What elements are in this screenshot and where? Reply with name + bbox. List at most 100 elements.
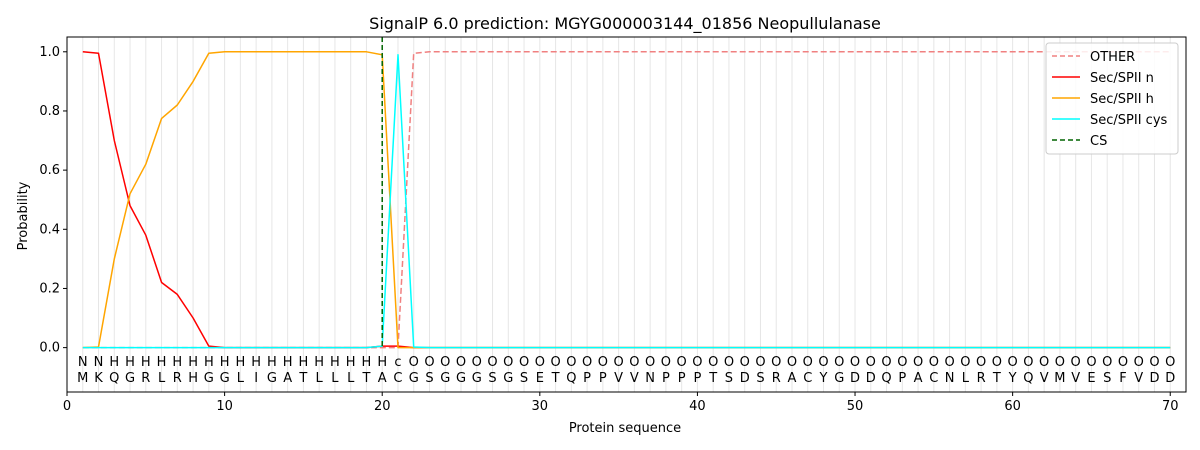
y-tick-label: 0.6 bbox=[39, 163, 60, 178]
region-label: O bbox=[582, 355, 592, 370]
residue-label: D bbox=[1165, 371, 1175, 386]
region-label: O bbox=[929, 355, 939, 370]
region-label: O bbox=[708, 355, 718, 370]
legend-box bbox=[1045, 42, 1179, 155]
region-label: O bbox=[550, 355, 560, 370]
region-label: O bbox=[677, 355, 687, 370]
series-layer bbox=[82, 37, 1171, 349]
region-label: O bbox=[661, 355, 671, 370]
region-label: H bbox=[330, 355, 340, 370]
region-label: O bbox=[614, 355, 624, 370]
residue-label: N bbox=[945, 371, 955, 386]
region-label: O bbox=[944, 355, 954, 370]
residue-label: C bbox=[393, 371, 402, 386]
region-label: H bbox=[235, 355, 245, 370]
residue-label: P bbox=[678, 371, 686, 386]
region-label: O bbox=[487, 355, 497, 370]
sequence-layer: NMNKHQHGHRHLHRHHHGHGHLHIHGHAHTHLHLHLHTHA… bbox=[77, 355, 1175, 386]
region-label: O bbox=[440, 355, 450, 370]
x-tick-label: 10 bbox=[216, 399, 233, 414]
residue-label: T bbox=[992, 371, 1001, 386]
region-label: O bbox=[881, 355, 891, 370]
residue-label: P bbox=[599, 371, 607, 386]
region-label: O bbox=[1008, 355, 1018, 370]
residue-label: C bbox=[803, 371, 812, 386]
residue-label: V bbox=[1134, 371, 1143, 386]
residue-label: D bbox=[866, 371, 876, 386]
region-label: O bbox=[1055, 355, 1065, 370]
residue-label: Q bbox=[109, 371, 119, 386]
region-label: H bbox=[109, 355, 119, 370]
residue-label: D bbox=[740, 371, 750, 386]
residue-label: G bbox=[125, 371, 135, 386]
residue-label: I bbox=[254, 371, 258, 386]
region-label: N bbox=[94, 355, 104, 370]
residue-label: T bbox=[708, 371, 717, 386]
region-label: O bbox=[629, 355, 639, 370]
region-label: O bbox=[976, 355, 986, 370]
region-label: N bbox=[78, 355, 88, 370]
y-tick-label: 0.4 bbox=[39, 222, 60, 237]
region-label: H bbox=[157, 355, 167, 370]
region-label: H bbox=[251, 355, 261, 370]
region-label: O bbox=[1023, 355, 1033, 370]
residue-label: D bbox=[1149, 371, 1159, 386]
residue-label: V bbox=[1071, 371, 1080, 386]
residue-label: Y bbox=[1008, 371, 1017, 386]
residue-label: D bbox=[850, 371, 860, 386]
residue-label: Q bbox=[1023, 371, 1033, 386]
residue-label: Y bbox=[819, 371, 828, 386]
residue-label: R bbox=[141, 371, 150, 386]
region-label: O bbox=[424, 355, 434, 370]
legend-label: Sec/SPII h bbox=[1090, 92, 1154, 107]
residue-label: V bbox=[1040, 371, 1049, 386]
residue-label: E bbox=[536, 371, 544, 386]
region-label: O bbox=[724, 355, 734, 370]
residue-label: G bbox=[503, 371, 513, 386]
region-label: O bbox=[566, 355, 576, 370]
region-label: O bbox=[692, 355, 702, 370]
region-label: O bbox=[850, 355, 860, 370]
region-label: O bbox=[1071, 355, 1081, 370]
residue-label: S bbox=[520, 371, 528, 386]
residue-label: P bbox=[694, 371, 702, 386]
residue-label: R bbox=[772, 371, 781, 386]
region-label: H bbox=[220, 355, 230, 370]
region-label: H bbox=[204, 355, 214, 370]
legend-label: OTHER bbox=[1090, 50, 1135, 65]
residue-label: A bbox=[914, 371, 923, 386]
residue-label: R bbox=[173, 371, 182, 386]
region-label: O bbox=[913, 355, 923, 370]
residue-label: E bbox=[1087, 371, 1095, 386]
residue-label: A bbox=[788, 371, 797, 386]
residue-label: V bbox=[614, 371, 623, 386]
residue-label: S bbox=[425, 371, 433, 386]
region-label: H bbox=[141, 355, 151, 370]
region-label: O bbox=[598, 355, 608, 370]
y-axis-label: Probability bbox=[16, 181, 31, 250]
residue-label: L bbox=[347, 371, 355, 386]
region-label: O bbox=[992, 355, 1002, 370]
region-label: H bbox=[283, 355, 293, 370]
residue-label: T bbox=[551, 371, 560, 386]
region-label: O bbox=[1165, 355, 1175, 370]
residue-label: L bbox=[316, 371, 324, 386]
series-line-other bbox=[82, 51, 1171, 349]
residue-label: G bbox=[267, 371, 277, 386]
residue-label: G bbox=[220, 371, 230, 386]
y-tick-label: 0.8 bbox=[39, 104, 60, 119]
residue-label: G bbox=[204, 371, 214, 386]
region-label: O bbox=[1149, 355, 1159, 370]
residue-label: G bbox=[409, 371, 419, 386]
region-label: O bbox=[740, 355, 750, 370]
region-label: O bbox=[834, 355, 844, 370]
region-label: O bbox=[803, 355, 813, 370]
residue-label: G bbox=[456, 371, 466, 386]
axes-frame bbox=[66, 36, 1187, 393]
region-label: H bbox=[346, 355, 356, 370]
residue-label: G bbox=[834, 371, 844, 386]
grid-lines bbox=[82, 37, 1171, 392]
residue-label: G bbox=[440, 371, 450, 386]
residue-label: T bbox=[361, 371, 370, 386]
y-tick-label: 0.0 bbox=[39, 341, 60, 356]
